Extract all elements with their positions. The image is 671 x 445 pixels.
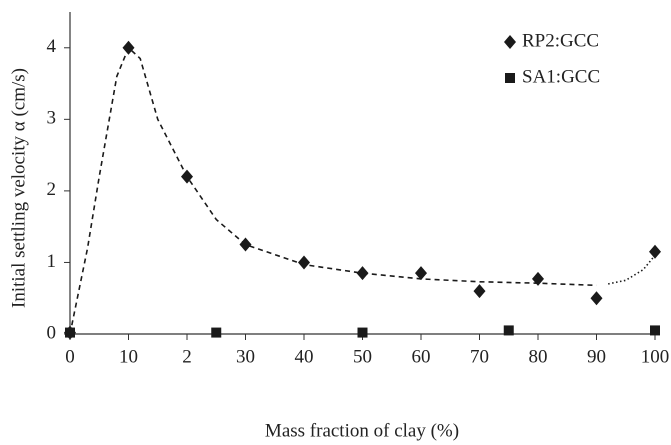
x-tick-label: 50	[353, 346, 372, 367]
point	[590, 291, 603, 306]
fit-curve	[608, 254, 656, 285]
point	[503, 325, 514, 336]
point	[298, 255, 310, 270]
point	[473, 284, 486, 299]
legend-label: SA1:GCC	[522, 66, 600, 87]
fit-curve	[69, 46, 597, 335]
point	[122, 40, 135, 55]
legend-marker	[504, 35, 516, 49]
point	[650, 325, 660, 336]
x-tick-label: 30	[236, 346, 255, 367]
y-tick-label: 1	[47, 251, 57, 272]
x-tick-label: 80	[529, 346, 548, 367]
y-tick-label: 4	[47, 36, 57, 57]
point	[211, 327, 222, 338]
x-tick-label: 40	[295, 346, 314, 367]
point	[356, 266, 369, 281]
y-tick-label: 2	[47, 179, 57, 200]
y-tick-label: 0	[47, 322, 57, 343]
point	[415, 266, 427, 281]
point	[357, 327, 368, 338]
x-axis-label: Mass fraction of clay (%)	[265, 420, 459, 441]
x-tick-label: 90	[587, 346, 606, 367]
x-tick-label: 70	[470, 346, 489, 367]
x-tick-label: 100	[641, 346, 670, 367]
point	[65, 327, 75, 338]
y-tick-label: 3	[47, 108, 57, 129]
point	[532, 271, 544, 286]
point	[239, 237, 252, 252]
x-tick-label: 10	[119, 346, 138, 367]
point	[649, 244, 661, 259]
x-tick-label: 60	[412, 346, 431, 367]
x-tick-label: 2	[182, 346, 192, 367]
point	[181, 169, 193, 184]
legend-label: RP2:GCC	[522, 30, 599, 51]
y-axis-label: Initial settling velocity α (cm/s)	[8, 68, 29, 308]
legend-marker	[505, 73, 515, 83]
x-tick-label: 0	[65, 346, 75, 367]
